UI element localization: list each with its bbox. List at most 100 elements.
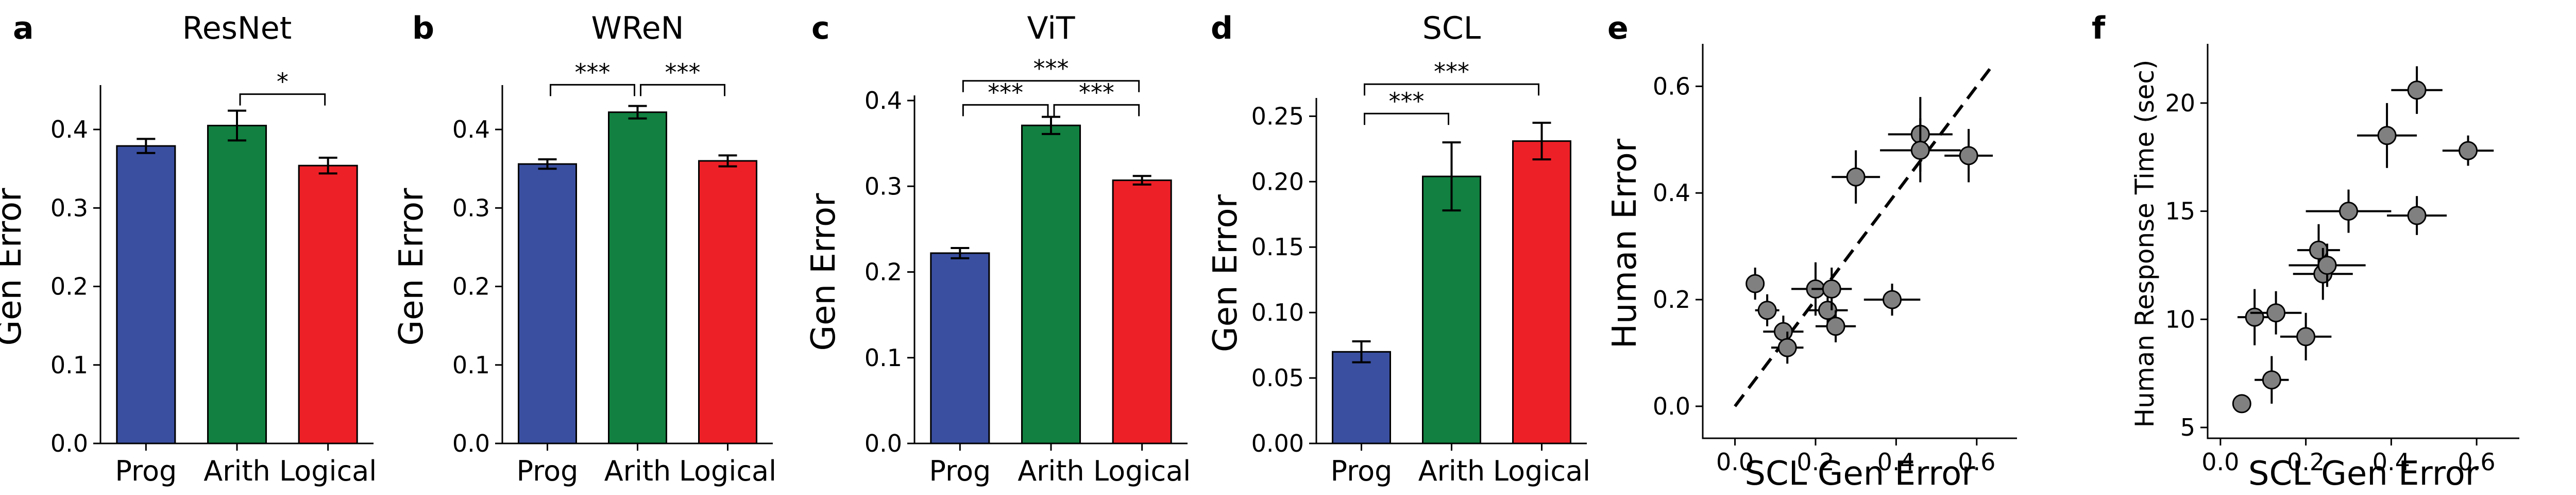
y-tick-label: 0.2 <box>50 273 88 301</box>
bar-arith <box>1021 124 1081 444</box>
identity-line <box>1734 67 1992 407</box>
panel-title: WReN <box>591 10 684 46</box>
significance-bracket: *** <box>1364 87 1449 125</box>
x-tick-label: 0.4 <box>1877 448 1915 476</box>
y-axis-title: Human Error <box>1606 138 1644 349</box>
category-label: Prog <box>517 455 579 487</box>
bar-arith <box>608 111 667 444</box>
y-tick-label: 0.4 <box>1653 179 1690 207</box>
panel-letter: b <box>412 10 434 46</box>
bar-logical <box>1112 179 1172 444</box>
significance-label: *** <box>1079 78 1114 106</box>
y-tick-label: 0.4 <box>50 116 88 143</box>
scatter-point <box>1755 294 1780 326</box>
scatter-point <box>1771 332 1804 364</box>
scatter-point <box>2306 189 2392 233</box>
panel-letter: c <box>811 10 830 46</box>
bar-logical <box>698 160 757 444</box>
y-tick-label: 0.4 <box>865 87 902 114</box>
scatter-point <box>2255 356 2289 404</box>
scatter-point <box>2238 289 2272 345</box>
y-tick-label: 0.0 <box>1653 392 1690 420</box>
axis-spines <box>99 85 374 444</box>
error-bar <box>951 246 970 259</box>
category-label: Prog <box>1331 455 1393 487</box>
y-tick-label: 15 <box>2165 197 2195 225</box>
panel-b: b WReN Prog Arith Logical *** *** 0.0 0.1 0.2 0.3 0… <box>393 10 776 487</box>
y-tick-label: 0.20 <box>1251 168 1304 195</box>
y-tick-label: 0.25 <box>1251 102 1304 130</box>
y-axis-title: Human Response Time (sec) <box>2130 60 2160 428</box>
error-bar <box>1442 141 1461 212</box>
category-label: Arith <box>604 455 671 487</box>
y-tick-label: 0.0 <box>50 430 88 457</box>
y-tick-label: 0.0 <box>865 430 902 457</box>
scatter-point <box>1832 150 1880 204</box>
category-label: Arith <box>1018 455 1084 487</box>
axis-spines <box>913 95 1188 444</box>
x-tick-label: 0.0 <box>2201 448 2239 476</box>
y-tick-label: 0.1 <box>452 351 490 379</box>
scatter-point <box>1863 284 1921 316</box>
panel-title: SCL <box>1422 10 1481 46</box>
y-tick-label: 10 <box>2165 305 2195 333</box>
y-tick-label: 5 <box>2180 414 2195 441</box>
scatter-point <box>2250 291 2302 335</box>
error-bar <box>628 105 647 120</box>
bar-prog <box>116 145 176 444</box>
scatter-point <box>1745 268 1765 300</box>
significance-label: *** <box>575 58 611 86</box>
scatter-point <box>2232 394 2251 414</box>
significance-bracket: *** <box>962 78 1049 117</box>
category-label: Prog <box>929 455 991 487</box>
y-tick-label: 0.6 <box>1653 72 1690 100</box>
scatter-point <box>2280 312 2332 360</box>
x-tick-label: 0.0 <box>1716 448 1754 476</box>
y-tick-label: 0.15 <box>1251 233 1304 261</box>
panel-a: a ResNet Prog Arith Logical * 0.0 0.1 0.2 0.3 0.4 G… <box>0 10 377 487</box>
x-tick-label: 0.6 <box>2458 448 2496 476</box>
error-bar <box>538 158 557 170</box>
scatter-point <box>2357 103 2417 168</box>
y-tick-label: 20 <box>2165 89 2195 117</box>
y-axis-title: Gen Error <box>1207 194 1245 352</box>
panel-letter: f <box>2092 10 2106 46</box>
y-tick-label: 0.00 <box>1251 430 1304 457</box>
error-bar <box>718 154 737 168</box>
bar-arith <box>1422 175 1481 444</box>
bar-prog <box>1332 351 1391 444</box>
category-label: Arith <box>1418 455 1485 487</box>
scatter-point <box>1880 118 1961 183</box>
x-axis-title: SCL Gen Error <box>1744 455 1975 493</box>
significance-label: *** <box>1434 58 1469 86</box>
panel-title: ResNet <box>182 10 292 46</box>
category-label: Logical <box>679 455 776 487</box>
y-tick-label: 0.2 <box>1653 286 1690 314</box>
bar-logical <box>1512 140 1571 444</box>
panel-letter: d <box>1211 10 1233 46</box>
category-label: Logical <box>1493 455 1590 487</box>
axis-spines <box>501 85 773 444</box>
y-tick-label: 0.10 <box>1251 299 1304 326</box>
y-tick-label: 0.2 <box>452 273 490 301</box>
significance-label: *** <box>1389 87 1425 115</box>
panel-d: d SCL Prog Arith Logical *** *** 0.00 0.05 0.10 0.… <box>1207 10 1590 487</box>
y-axis-title: Gen Error <box>805 193 843 351</box>
significance-bracket: *** <box>550 58 635 96</box>
y-tick-label: 0.3 <box>452 194 490 222</box>
bar-logical <box>298 164 358 444</box>
y-axis-title: Gen Error <box>0 188 29 346</box>
axis-spines <box>1315 98 1587 444</box>
panel-letter: a <box>13 10 34 46</box>
x-axis-title: SCL Gen Error <box>2248 455 2479 493</box>
scatter-point <box>2387 196 2447 235</box>
category-label: Logical <box>1093 455 1191 487</box>
scatter-point <box>1811 268 1852 310</box>
panel-letter: e <box>1607 10 1629 46</box>
bar-prog <box>930 252 990 444</box>
category-label: Prog <box>115 455 177 487</box>
y-tick-label: 0.3 <box>865 172 902 200</box>
